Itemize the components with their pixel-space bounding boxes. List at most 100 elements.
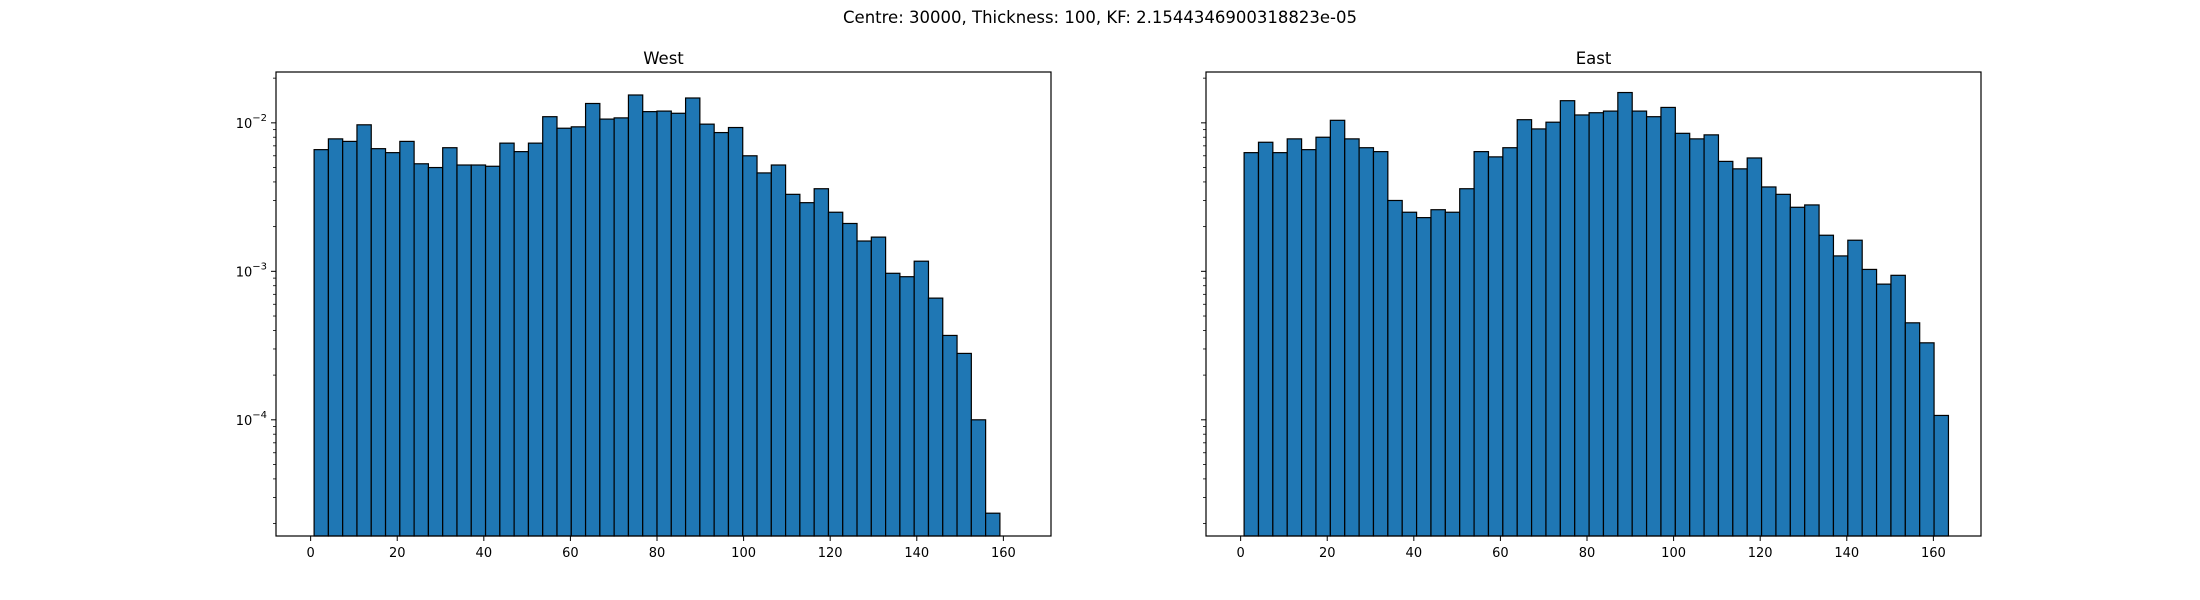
histogram-bar-east xyxy=(1473,151,1490,537)
histogram-bar-west xyxy=(399,140,415,537)
histogram-bar-east xyxy=(1286,138,1303,537)
histogram-bar-east xyxy=(1545,121,1561,537)
histogram-bar-east xyxy=(1832,255,1849,537)
histogram-bar-east xyxy=(1502,147,1518,537)
histogram-bar-west xyxy=(356,124,372,537)
histogram-bar-west xyxy=(942,334,958,537)
histogram-bar-east xyxy=(1329,119,1346,537)
x-tick-label-east: 20 xyxy=(1319,546,1336,561)
histogram-bar-west xyxy=(885,272,901,537)
histogram-bar-east xyxy=(1645,116,1662,537)
histogram-bar-west xyxy=(856,240,872,537)
histogram-bar-east xyxy=(1660,106,1676,537)
histogram-bar-west xyxy=(470,164,487,537)
histogram-bar-west xyxy=(627,94,644,537)
histogram-bar-east xyxy=(1574,114,1590,537)
histogram-bar-east xyxy=(1789,206,1806,537)
histogram-bar-west xyxy=(927,297,944,537)
histogram-bar-east xyxy=(1487,156,1504,537)
x-tick-label-east: 120 xyxy=(1748,546,1773,561)
histogram-bar-west xyxy=(370,148,387,537)
histogram-bar-west xyxy=(327,138,344,537)
x-tick-label-east: 0 xyxy=(1236,546,1244,561)
histogram-bar-east xyxy=(1588,112,1605,537)
histogram-bar-east xyxy=(1372,151,1389,537)
histogram-bar-east xyxy=(1804,204,1820,537)
histogram-bar-west xyxy=(670,112,687,537)
histogram-bar-west xyxy=(384,152,401,537)
histogram-bar-west xyxy=(513,151,530,537)
histogram-bar-west xyxy=(456,164,472,537)
histogram-bar-east xyxy=(1617,91,1633,537)
histogram-bar-west xyxy=(799,202,815,537)
histogram-bar-west xyxy=(870,236,887,537)
histogram-bar-west xyxy=(827,211,844,537)
x-tick-label-west: 120 xyxy=(818,546,843,561)
histogram-bar-west xyxy=(699,123,715,537)
histogram-bar-west xyxy=(970,419,987,537)
histogram-bar-east xyxy=(1257,141,1274,537)
histogram-bar-east xyxy=(1904,322,1921,537)
histogram-bar-east xyxy=(1717,160,1734,537)
histogram-bar-west xyxy=(727,126,744,537)
plot-title-east: East xyxy=(1576,49,1612,68)
histogram-bar-east xyxy=(1933,414,1950,537)
x-tick-label-west: 40 xyxy=(476,546,493,561)
histogram-bar-west xyxy=(556,127,572,537)
histogram-bar-west xyxy=(642,111,658,537)
histogram-bar-east xyxy=(1530,128,1547,537)
histogram-bar-west xyxy=(985,512,1001,537)
x-tick-label-west: 0 xyxy=(306,546,314,561)
histogram-bar-west xyxy=(313,149,329,537)
histogram-bar-east xyxy=(1732,168,1748,537)
histogram-bar-west xyxy=(684,97,701,537)
histogram-bar-west xyxy=(713,131,730,537)
histogram-bar-west xyxy=(599,118,615,537)
x-tick-label-west: 20 xyxy=(389,546,406,561)
histogram-bar-east xyxy=(1444,211,1461,537)
histogram-bar-west xyxy=(427,166,444,537)
histogram-bar-west xyxy=(499,142,515,537)
y-tick-label-west: 10−2 xyxy=(236,113,267,132)
histogram-bar-east xyxy=(1415,217,1432,537)
histogram-bar-east xyxy=(1459,188,1475,537)
x-tick-label-east: 40 xyxy=(1406,546,1423,561)
y-tick-label-west: 10−4 xyxy=(236,410,267,429)
plot-east: 0 20 40 60 80 100 120 140 160 East xyxy=(1201,49,1982,561)
histogram-bar-east xyxy=(1890,274,1906,537)
histogram-bar-west xyxy=(899,276,915,537)
histogram-bar-east xyxy=(1875,283,1892,537)
histogram-bar-west xyxy=(784,193,801,537)
histogram-bar-east xyxy=(1315,136,1331,537)
histogram-bar-west xyxy=(842,222,858,537)
histogram-bar-east xyxy=(1861,268,1878,537)
histogram-bar-west xyxy=(484,165,501,537)
histogram-bar-west xyxy=(913,260,930,537)
figure-suptitle: Centre: 30000, Thickness: 100, KF: 2.154… xyxy=(843,8,1357,27)
histogram-bar-east xyxy=(1689,138,1705,537)
histogram-bar-east xyxy=(1430,209,1446,537)
histogram-bar-east xyxy=(1775,193,1791,537)
histogram-bar-east xyxy=(1344,138,1360,537)
x-tick-label-west: 60 xyxy=(562,546,579,561)
histogram-bar-east xyxy=(1674,132,1691,537)
histogram-bar-east xyxy=(1300,149,1317,537)
histogram-bar-east xyxy=(1272,152,1288,537)
histogram-bar-west xyxy=(756,172,772,537)
x-tick-label-east: 160 xyxy=(1921,546,1946,561)
histogram-bar-west xyxy=(442,147,458,537)
histogram-bar-east xyxy=(1387,199,1403,537)
x-tick-label-east: 80 xyxy=(1579,546,1596,561)
histogram-bar-west xyxy=(813,188,830,537)
x-tick-label-west: 100 xyxy=(731,546,756,561)
histogram-bar-east xyxy=(1516,119,1533,537)
histogram-bar-west xyxy=(527,142,544,537)
x-tick-label-east: 100 xyxy=(1661,546,1686,561)
x-tick-label-west: 80 xyxy=(649,546,666,561)
histogram-bar-east xyxy=(1919,342,1935,537)
histogram-bar-west xyxy=(956,352,972,537)
histogram-bar-west xyxy=(342,140,358,537)
histogram-bar-east xyxy=(1602,110,1619,537)
x-tick-label-west: 140 xyxy=(904,546,929,561)
